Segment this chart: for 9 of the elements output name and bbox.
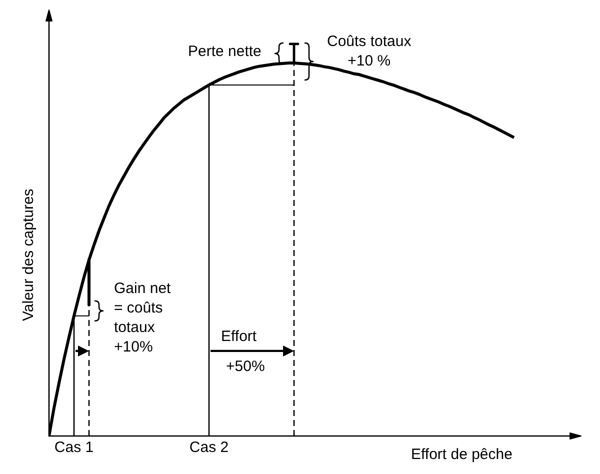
x-axis-title: Effort de pêche bbox=[411, 446, 512, 463]
annotation: Effort bbox=[221, 328, 258, 345]
annotation: +50% bbox=[226, 358, 265, 375]
text: Perte nette bbox=[188, 43, 262, 60]
annotation: Coûts totaux +10 % bbox=[327, 33, 412, 70]
annotation: Gain net = coûts totaux +10% bbox=[114, 280, 172, 356]
x-tick-label: Cas 1 bbox=[54, 439, 94, 456]
x-tick-label: Cas 2 bbox=[189, 439, 229, 456]
y-axis-title: Valeur des captures bbox=[20, 188, 37, 321]
